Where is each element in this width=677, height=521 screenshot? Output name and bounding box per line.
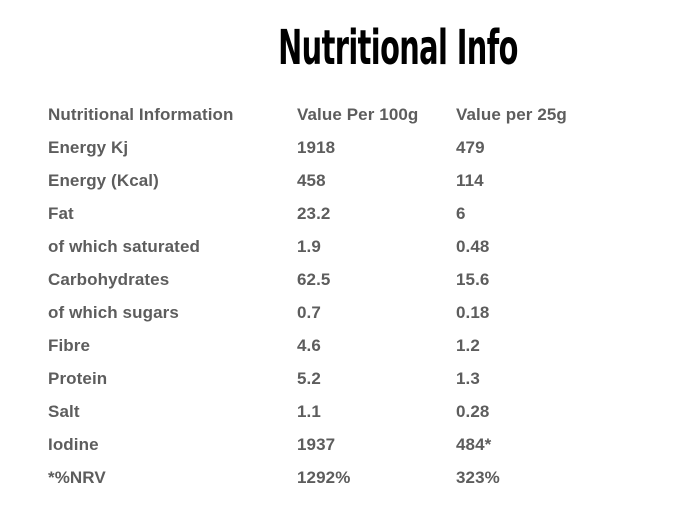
row-value-per-25g: 0.28 <box>456 401 490 421</box>
row-value-per-100g: 4.6 <box>297 335 321 355</box>
table-row: *%NRV 1292% 323% <box>48 461 628 494</box>
row-value-per-100g: 23.2 <box>297 203 331 223</box>
table-row: of which sugars 0.7 0.18 <box>48 296 628 329</box>
row-value-per-25g: 114 <box>456 170 484 190</box>
header-value-per-25g: Value per 25g <box>456 104 567 124</box>
table-row: Energy (Kcal) 458 114 <box>48 164 628 197</box>
table-header-row: Nutritional Information Value Per 100g V… <box>48 98 628 131</box>
row-label: Carbohydrates <box>48 269 170 289</box>
row-value-per-100g: 1292% <box>297 467 351 487</box>
row-label: Iodine <box>48 434 99 454</box>
row-label: Protein <box>48 368 108 388</box>
table-row: Protein 5.2 1.3 <box>48 362 628 395</box>
table-row: Energy Kj 1918 479 <box>48 131 628 164</box>
row-value-per-25g: 6 <box>456 203 466 223</box>
row-value-per-100g: 1937 <box>297 434 336 454</box>
row-value-per-25g: 1.3 <box>456 368 480 388</box>
row-value-per-25g: 0.18 <box>456 302 490 322</box>
row-value-per-100g: 1.1 <box>297 401 321 421</box>
row-value-per-25g: 323% <box>456 467 500 487</box>
row-value-per-100g: 1.9 <box>297 236 321 256</box>
row-label: of which sugars <box>48 302 179 322</box>
nutrition-table: Nutritional Information Value Per 100g V… <box>48 98 628 494</box>
row-label: Fibre <box>48 335 91 355</box>
row-label: Energy Kj <box>48 137 129 157</box>
row-value-per-100g: 5.2 <box>297 368 321 388</box>
row-value-per-100g: 0.7 <box>297 302 321 322</box>
table-row: of which saturated 1.9 0.48 <box>48 230 628 263</box>
row-value-per-100g: 62.5 <box>297 269 331 289</box>
row-value-per-100g: 458 <box>297 170 326 190</box>
row-label: Energy (Kcal) <box>48 170 159 190</box>
table-body: Energy Kj 1918 479 Energy (Kcal) 458 114… <box>48 131 628 494</box>
header-value-per-100g: Value Per 100g <box>297 104 419 124</box>
row-value-per-25g: 479 <box>456 137 485 157</box>
row-label: Salt <box>48 401 80 421</box>
row-label: of which saturated <box>48 236 200 256</box>
row-value-per-25g: 1.2 <box>456 335 480 355</box>
row-value-per-25g: 0.48 <box>456 236 490 256</box>
table-row: Carbohydrates 62.5 15.6 <box>48 263 628 296</box>
table-row: Iodine 1937 484* <box>48 428 628 461</box>
row-label: *%NRV <box>48 467 106 487</box>
row-value-per-25g: 15.6 <box>456 269 490 289</box>
row-value-per-100g: 1918 <box>297 137 336 157</box>
table-row: Fat 23.2 6 <box>48 197 628 230</box>
page-title: Nutritional Info <box>278 20 518 76</box>
row-label: Fat <box>48 203 74 223</box>
header-nutritional-information: Nutritional Information <box>48 104 234 124</box>
table-row: Salt 1.1 0.28 <box>48 395 628 428</box>
table-row: Fibre 4.6 1.2 <box>48 329 628 362</box>
row-value-per-25g: 484* <box>456 434 492 454</box>
